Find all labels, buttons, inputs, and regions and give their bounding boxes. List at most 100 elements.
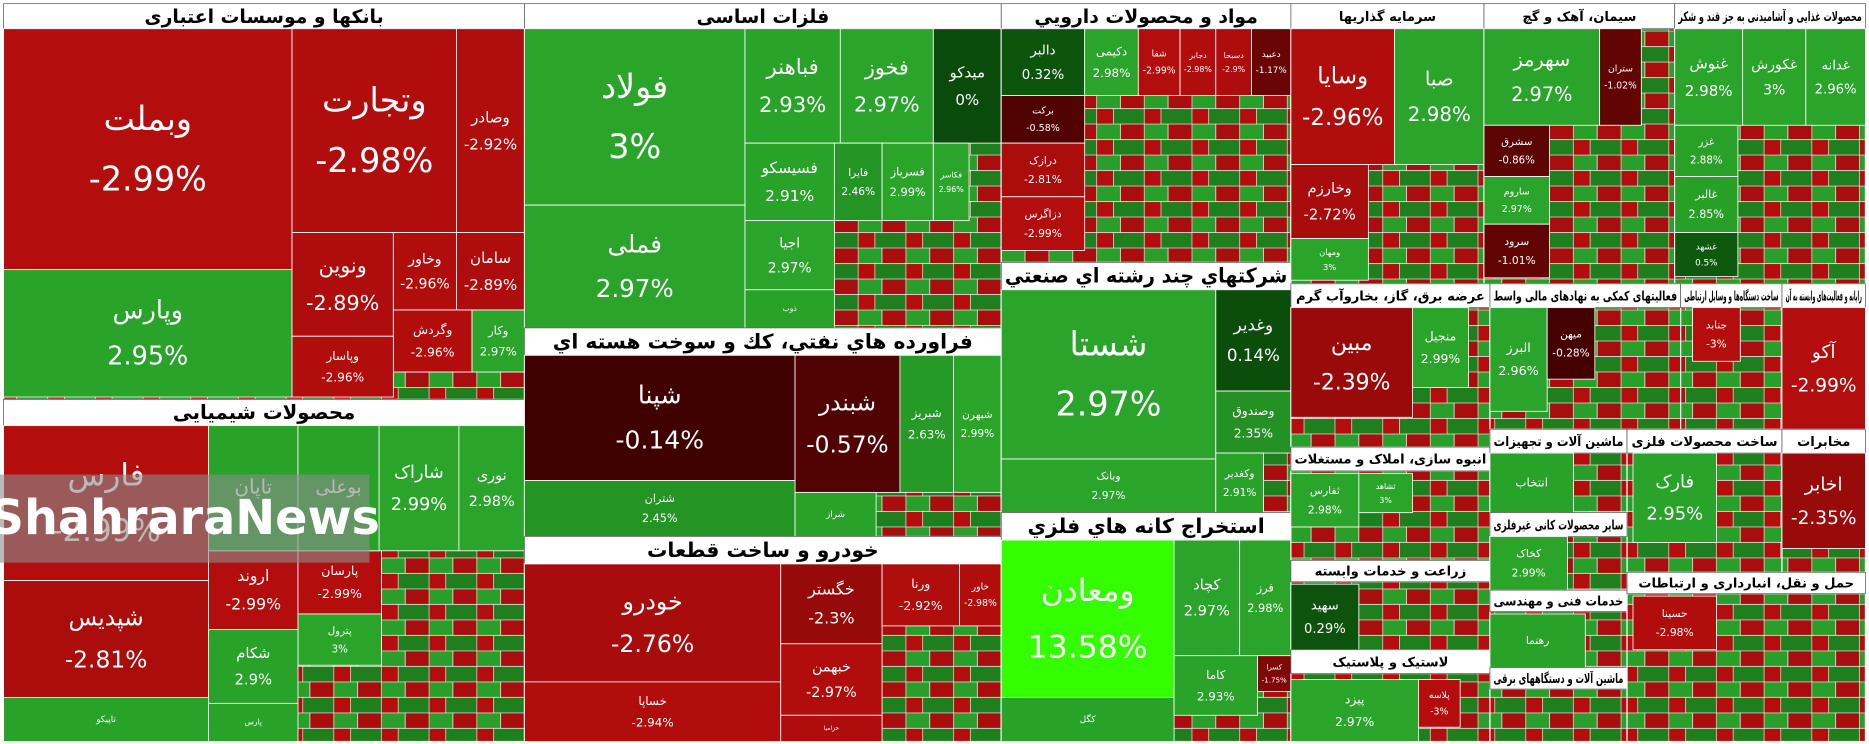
tile xyxy=(744,28,841,144)
tile-name: شکام xyxy=(236,645,270,662)
tile xyxy=(392,232,457,311)
tile-name: کخاک xyxy=(1516,547,1542,560)
tile-value-label: 2.97% xyxy=(1335,714,1375,729)
tile-value-label: -2.89% xyxy=(464,276,517,294)
tile-name: وتجارت xyxy=(322,81,427,120)
tile xyxy=(1632,452,1717,543)
sector-header xyxy=(1626,571,1866,595)
tile xyxy=(932,28,1002,144)
tile-name: غشهد xyxy=(1696,243,1718,253)
tile-value-label: -2.99% xyxy=(1024,227,1062,240)
tile-name: غدانه xyxy=(1821,59,1849,74)
tile-value-label: 2.95% xyxy=(1646,504,1703,525)
tile-name: وصادر xyxy=(470,108,510,126)
tile xyxy=(881,142,934,222)
sector-header xyxy=(1000,261,1292,291)
tile xyxy=(1173,655,1258,716)
sector-title: محصولات غذایی و آشامیدنی به جز قند و شکر xyxy=(1678,8,1862,25)
tile xyxy=(794,491,877,537)
sector-title: ساخت دستگاه‌ها و وسایل ارتباطی xyxy=(1684,288,1778,304)
tile xyxy=(291,28,457,233)
tile xyxy=(1674,28,1744,126)
tile xyxy=(458,425,525,552)
tile xyxy=(456,232,525,311)
tile-name: شپدیس xyxy=(68,604,143,632)
tile xyxy=(1084,28,1139,96)
watermark-layer: ShahraraNews xyxy=(0,474,380,563)
tile-name: حسینا xyxy=(1662,607,1688,620)
tile xyxy=(1239,539,1292,657)
tile xyxy=(1632,595,1717,651)
tile-value-label: -0.14% xyxy=(616,426,705,455)
tile xyxy=(378,425,460,552)
tile-name: وگردش xyxy=(413,322,452,338)
sector: ساخت محصولات فلزی فارک 2.95% xyxy=(1626,428,1783,573)
tile xyxy=(3,28,293,270)
tile-value-label: 2.98% xyxy=(1247,601,1283,615)
tile-name: پترول xyxy=(328,625,352,637)
tile xyxy=(1290,238,1369,281)
sector-title: ساخت محصولات فلزی xyxy=(1632,435,1778,450)
sector-body xyxy=(1489,688,1628,743)
tile-name: شستا xyxy=(1070,325,1148,364)
sector: سایر محصولات کانی غیرفلزی کخاک 2.99% xyxy=(1489,512,1628,591)
tile-name: وبانک xyxy=(1097,470,1121,483)
sector-header xyxy=(3,3,525,30)
sector-title: خدمات فنی و مهندسی xyxy=(1494,595,1624,610)
tile-name: البرز xyxy=(1505,340,1530,356)
tile-name: خاور xyxy=(971,582,990,593)
tile-value-label: 0.5% xyxy=(1695,258,1717,268)
tile xyxy=(524,354,796,481)
tile-value-label: -2.96% xyxy=(321,371,364,385)
tile xyxy=(1000,95,1086,144)
tile xyxy=(471,309,525,373)
tile xyxy=(1674,232,1739,278)
tile xyxy=(1215,390,1292,454)
tile-value-label: -3% xyxy=(1706,339,1727,351)
tile-name: وصندوق xyxy=(1232,403,1274,419)
tile-name: شاراک xyxy=(394,463,444,483)
tile-name: شپنا xyxy=(638,381,682,410)
tile xyxy=(524,28,746,206)
tile-value-label: -2.99% xyxy=(225,595,281,614)
tile-value-label: -2.98% xyxy=(315,141,433,180)
tile xyxy=(794,354,901,493)
tile-value-label: -2.99% xyxy=(317,586,362,601)
sector-header xyxy=(1000,3,1292,30)
tile-name: ستران xyxy=(1608,64,1633,75)
tile xyxy=(1483,28,1601,126)
tile-name: فخوز xyxy=(864,55,909,79)
sector-title: سرمایه گذاریها xyxy=(1339,9,1436,25)
tile-name: فایرا xyxy=(848,167,868,179)
tile xyxy=(1290,164,1369,239)
tile xyxy=(1674,124,1739,177)
tile-name: شفا xyxy=(1152,49,1167,60)
sector-title: فراورده هاي نفتي، كك و سوخت هسته اي xyxy=(553,329,973,354)
sector-title: محصولات شیمیایی xyxy=(173,401,355,424)
tile-value-label: -2.39% xyxy=(1313,370,1391,395)
tile-value-label: 3% xyxy=(1323,262,1336,272)
tile-name: سرود xyxy=(1504,235,1529,248)
tile-value-label: 3% xyxy=(608,127,661,166)
tile xyxy=(1483,124,1550,177)
tile xyxy=(744,142,835,222)
tile-value-label: -0.86% xyxy=(1499,155,1536,167)
tile-name: وکار xyxy=(487,324,508,339)
tile-value-label: -2.98% xyxy=(964,598,997,609)
tile-name: ومعادن xyxy=(1041,573,1135,609)
tile-name: پارس xyxy=(245,717,262,726)
tile-name: ومهان xyxy=(1319,247,1340,257)
tile xyxy=(524,204,746,329)
sector-header xyxy=(1000,512,1292,541)
tile-value-label: 2.97% xyxy=(1184,603,1230,620)
sector: عرضه برق، گاز، بخاروآب گرم مبین -2.39% منجی… xyxy=(1290,283,1491,448)
sector: لاستیک و پلاستیک پیزد 2.97% پلاسه -3% xyxy=(1290,649,1491,743)
tile xyxy=(291,232,394,337)
tile-value-label: 2.97% xyxy=(768,260,812,276)
tile-value-label: 2.96% xyxy=(1815,83,1857,98)
tile xyxy=(1000,142,1086,198)
tile-value-label: -1.01% xyxy=(1498,254,1536,267)
tile-value-label: -2.99% xyxy=(1143,65,1176,76)
tile-name: فسرباز xyxy=(890,165,925,180)
